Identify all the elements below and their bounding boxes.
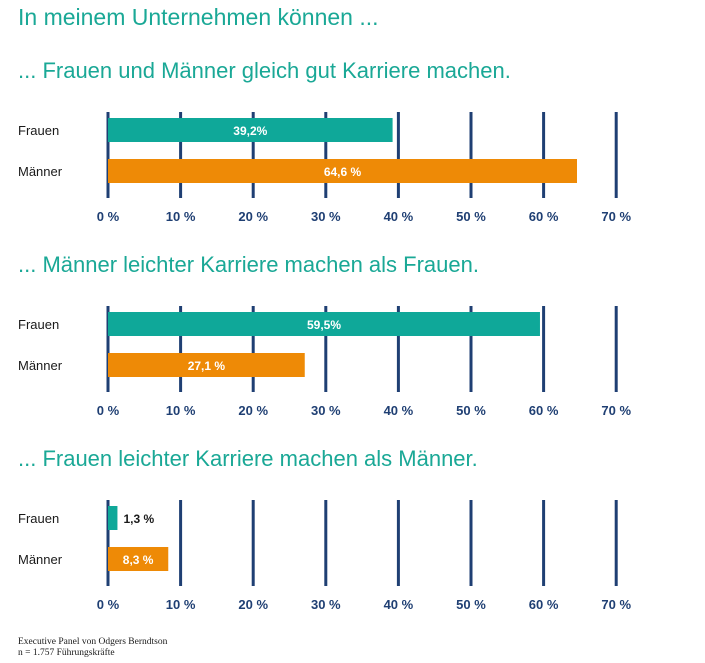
category-label: Frauen [18,317,59,332]
bar [108,547,169,571]
source-line-2: n = 1.757 Führungskräfte [18,648,115,658]
bar-value-label: 59,5% [307,318,341,332]
category-label: Männer [18,552,63,567]
bar [108,353,305,377]
x-tick-label: 70 % [601,209,631,224]
x-tick-label: 40 % [384,209,414,224]
category-label: Frauen [18,511,59,526]
bar-value-label: 1,3 % [123,512,154,526]
x-tick-label: 0 % [97,209,120,224]
x-tick-label: 40 % [384,403,414,418]
x-tick-label: 40 % [384,597,414,612]
source-note: Executive Panel von Odgers Berndtson n =… [18,637,167,659]
bar-value-label: 27,1 % [188,359,226,373]
bar [108,506,118,530]
x-tick-label: 60 % [529,209,559,224]
category-label: Frauen [18,123,59,138]
x-tick-label: 20 % [238,403,268,418]
bar [108,312,540,336]
source-line-1: Executive Panel von Odgers Berndtson [18,637,168,647]
bar-value-label: 64,6 % [324,165,362,179]
x-tick-label: 70 % [601,597,631,612]
x-tick-label: 50 % [456,403,486,418]
page-title: In meinem Unternehmen können ... [18,4,379,30]
x-tick-label: 0 % [97,403,120,418]
x-tick-label: 20 % [238,209,268,224]
chart-title-2: ... Männer leichter Karriere machen als … [18,252,479,277]
x-tick-label: 30 % [311,403,341,418]
bar [108,159,577,183]
x-tick-label: 10 % [166,403,196,418]
x-tick-label: 10 % [166,209,196,224]
x-tick-label: 0 % [97,597,120,612]
chart-panel-3: ... Frauen leichter Karriere machen als … [0,446,705,621]
bar-chart-2: 0 % 10 % 20 % 30 % 40 % 50 % 60 % 70 % Frauen 59,… [18,306,631,418]
x-tick-label: 30 % [311,597,341,612]
x-tick-label: 50 % [456,597,486,612]
chart-panel-2: ... Männer leichter Karriere machen als … [0,252,705,427]
x-tick-label: 30 % [311,209,341,224]
category-label: Männer [18,164,63,179]
x-tick-label: 10 % [166,597,196,612]
x-tick-label: 60 % [529,403,559,418]
x-tick-label: 60 % [529,597,559,612]
bar-chart-3: 0 % 10 % 20 % 30 % 40 % 50 % 60 % 70 % Frauen 1,3… [18,500,631,612]
chart-title-1: ... Frauen und Männer gleich gut Karrier… [18,58,511,83]
x-tick-label: 20 % [238,597,268,612]
category-label: Männer [18,358,63,373]
chart-title-3: ... Frauen leichter Karriere machen als … [18,446,478,471]
bar-chart-1: 0 % 10 % 20 % 30 % 40 % 50 % 60 % 70 % Frauen 39,… [18,112,631,224]
bar-value-label: 39,2% [233,124,267,138]
chart-panel-1: ... Frauen und Männer gleich gut Karrier… [0,58,705,233]
bar-value-label: 8,3 % [123,553,154,567]
bar [108,118,393,142]
x-tick-label: 70 % [601,403,631,418]
x-tick-label: 50 % [456,209,486,224]
